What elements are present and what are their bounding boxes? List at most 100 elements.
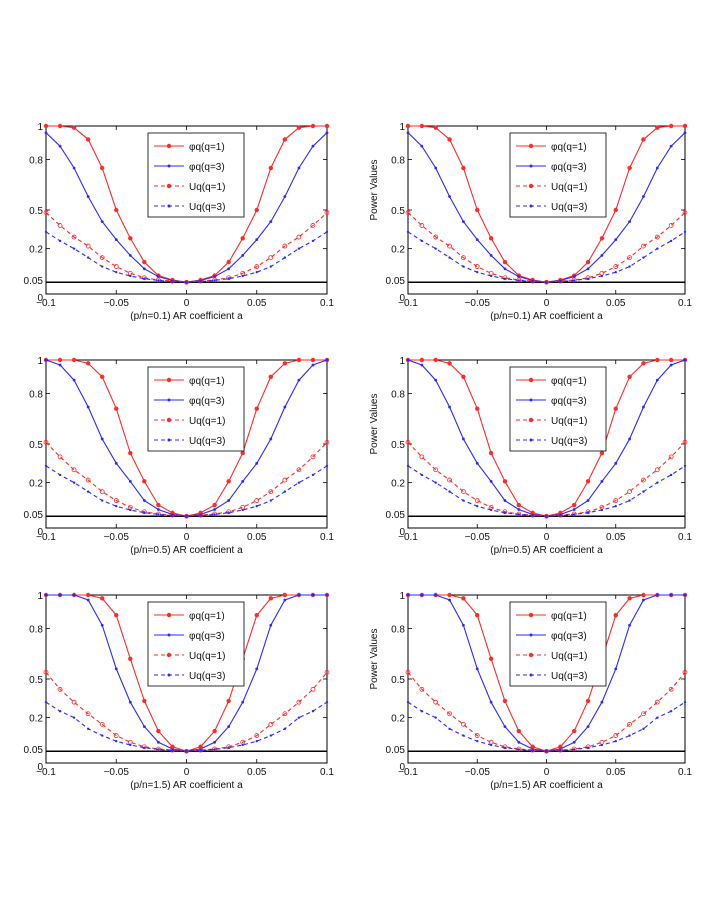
data-point	[627, 721, 632, 727]
data-point	[283, 405, 287, 409]
data-point	[71, 234, 77, 240]
data-point	[296, 125, 302, 130]
data-point	[448, 195, 451, 198]
data-point	[297, 593, 301, 597]
data-point	[113, 264, 119, 269]
data-point	[128, 479, 132, 483]
y-tick-label: 0.5	[29, 206, 43, 217]
legend-label: Uq(q=1)	[189, 416, 225, 427]
data-point	[613, 733, 619, 738]
data-point	[600, 274, 604, 278]
data-point	[43, 210, 49, 215]
data-point	[114, 207, 119, 213]
data-point	[213, 740, 217, 744]
data-point	[571, 277, 577, 283]
y-tick-label: 0.8	[29, 625, 43, 636]
data-point	[85, 477, 91, 483]
data-point	[283, 727, 287, 731]
data-point	[129, 508, 132, 512]
x-tick-label: 0	[544, 767, 550, 778]
legend-marker	[167, 398, 171, 402]
data-point	[627, 374, 632, 379]
data-point	[531, 514, 534, 517]
data-point	[683, 700, 687, 704]
data-point	[558, 744, 563, 749]
legend-marker	[167, 204, 171, 208]
x-tick-label: −0.05	[104, 298, 130, 309]
data-point	[475, 406, 480, 411]
data-point	[227, 725, 231, 728]
data-point	[72, 247, 76, 250]
data-point	[475, 461, 479, 465]
chart-panel-5: 10.80.50.20.050−0.1 −0.05 0 0.05 0.1φq(q=1)φ…	[24, 591, 335, 791]
x-tick-label: −0.1	[36, 532, 56, 543]
data-point	[489, 479, 493, 483]
data-point	[627, 255, 632, 261]
x-tick-label: 0.05	[606, 767, 626, 778]
data-point	[283, 256, 287, 259]
data-point	[461, 596, 466, 601]
legend-box	[509, 132, 607, 218]
legend-marker	[529, 204, 533, 208]
data-point	[255, 238, 259, 242]
data-point	[157, 740, 160, 744]
data-point	[462, 623, 465, 627]
data-point	[86, 256, 90, 259]
data-point	[269, 265, 272, 268]
data-point	[573, 748, 576, 751]
data-point	[85, 243, 91, 249]
data-point	[475, 238, 479, 242]
data-point	[58, 593, 62, 597]
data-point	[296, 234, 302, 240]
data-point	[128, 253, 132, 257]
data-point	[557, 512, 563, 518]
data-point	[213, 508, 217, 511]
data-point	[86, 598, 90, 602]
data-point	[44, 700, 48, 704]
data-point	[86, 727, 90, 731]
data-point	[297, 166, 301, 170]
legend-marker	[529, 398, 533, 402]
y-tick-label: 0	[37, 762, 43, 773]
data-point	[157, 508, 160, 511]
data-point	[517, 513, 520, 516]
y-tick-label: 0.05	[24, 276, 44, 287]
data-point	[420, 593, 424, 597]
data-point	[185, 750, 188, 753]
x-tick-label: 0.05	[247, 767, 267, 778]
data-point	[419, 454, 425, 460]
data-point	[600, 508, 604, 512]
data-point	[44, 131, 48, 135]
data-point	[269, 623, 273, 627]
x-tick-label: 0.05	[606, 532, 626, 543]
data-point	[627, 596, 632, 601]
data-point	[406, 700, 410, 704]
data-point	[142, 479, 147, 484]
legend-marker	[528, 143, 534, 149]
data-point	[406, 593, 410, 597]
data-point	[434, 166, 438, 170]
data-point	[613, 264, 619, 269]
data-point	[157, 513, 160, 516]
data-point	[489, 743, 493, 747]
data-point	[99, 489, 105, 495]
data-point	[142, 259, 147, 265]
y-tick-label: 1	[37, 591, 43, 602]
legend-label: Uq(q=3)	[551, 671, 587, 682]
data-point	[641, 711, 646, 717]
data-point	[586, 511, 590, 514]
y-tick-label: 0.2	[391, 245, 405, 256]
data-point	[297, 716, 301, 719]
data-point	[114, 461, 118, 465]
data-point	[114, 667, 118, 671]
data-point	[669, 473, 673, 477]
data-point	[101, 499, 104, 502]
data-point	[241, 508, 244, 512]
data-point	[241, 700, 245, 704]
data-point	[489, 253, 493, 257]
data-point	[406, 131, 410, 135]
data-point	[142, 725, 146, 728]
series-line-3	[407, 212, 686, 283]
data-point	[642, 598, 645, 602]
data-point	[406, 464, 410, 468]
